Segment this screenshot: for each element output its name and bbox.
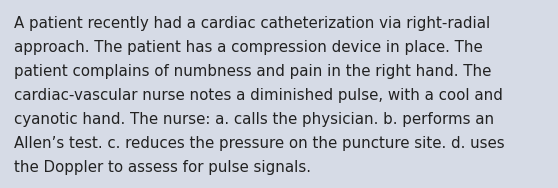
Text: Allen’s test. c. reduces the pressure on the puncture site. d. uses: Allen’s test. c. reduces the pressure on… <box>14 136 504 151</box>
Text: the Doppler to assess for pulse signals.: the Doppler to assess for pulse signals. <box>14 160 311 175</box>
Text: cardiac-vascular nurse notes a diminished pulse, with a cool and: cardiac-vascular nurse notes a diminishe… <box>14 88 503 103</box>
Text: patient complains of numbness and pain in the right hand. The: patient complains of numbness and pain i… <box>14 64 492 79</box>
Text: approach. The patient has a compression device in place. The: approach. The patient has a compression … <box>14 40 483 55</box>
Text: cyanotic hand. The nurse: a. calls the physician. b. performs an: cyanotic hand. The nurse: a. calls the p… <box>14 112 494 127</box>
Text: A patient recently had a cardiac catheterization via right-radial: A patient recently had a cardiac cathete… <box>14 16 490 31</box>
